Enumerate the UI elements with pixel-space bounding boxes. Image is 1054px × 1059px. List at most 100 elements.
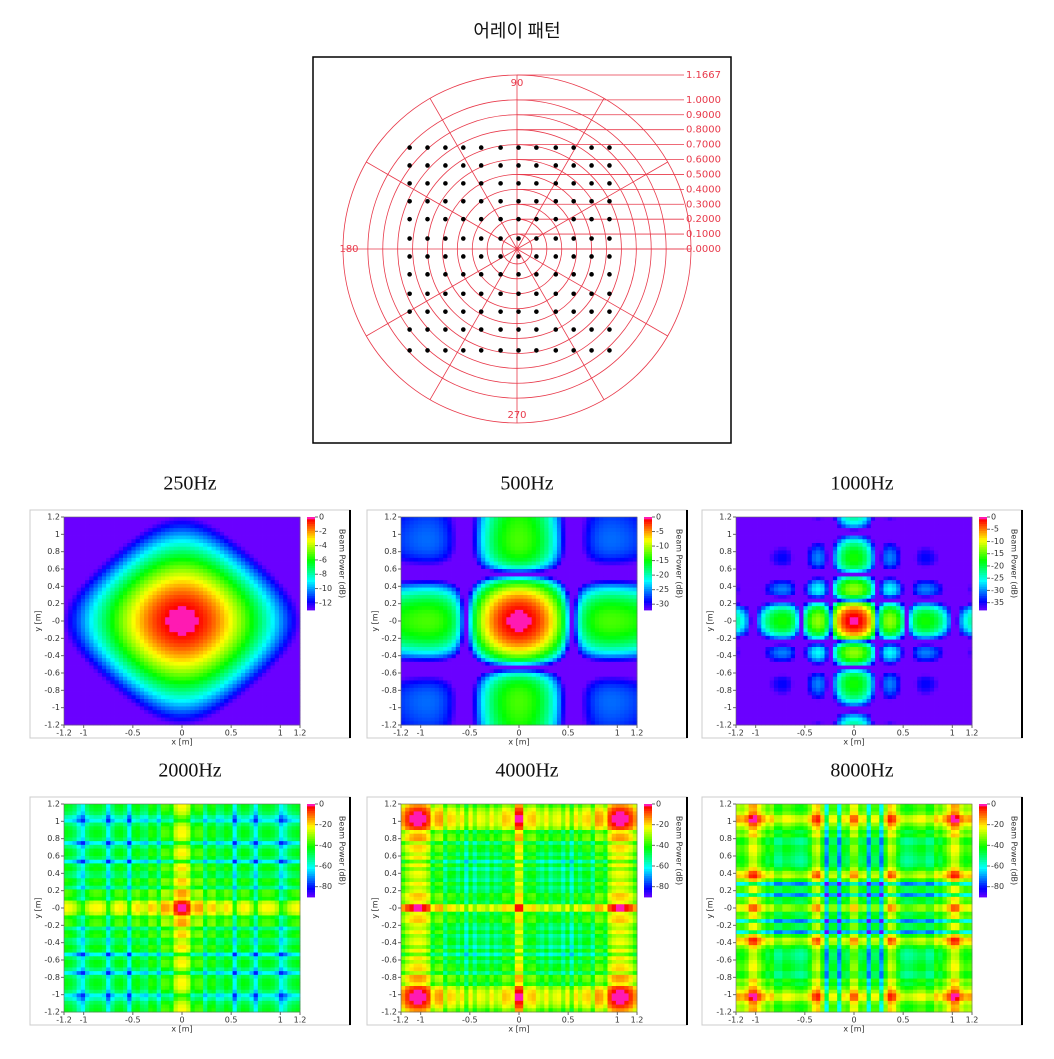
heat-cell [102, 580, 107, 584]
heat-cell [586, 614, 591, 618]
heat-cell [262, 528, 267, 532]
heat-cell [161, 695, 166, 699]
heat-cell [207, 654, 212, 658]
heat-cell [216, 584, 221, 588]
heat-cell [123, 692, 128, 696]
heat-cell [498, 591, 503, 595]
heat-cell [266, 636, 271, 640]
heat-cell [616, 532, 621, 536]
heat-cell [435, 521, 440, 525]
heat-cell [127, 662, 132, 666]
array-point [607, 254, 612, 259]
heat-cell [212, 662, 217, 666]
heat-cell [608, 517, 613, 521]
heat-cell [586, 562, 591, 566]
heat-cell [123, 543, 128, 547]
heat-cell [595, 591, 600, 595]
heat-cell [485, 517, 490, 521]
heat-cell [220, 565, 225, 569]
heat-cell [254, 602, 259, 606]
heat-cell [148, 606, 153, 610]
heat-cell [570, 539, 575, 543]
heat-cell [553, 550, 558, 554]
heat-cell [182, 550, 187, 554]
heat-cell [624, 610, 629, 614]
heat-cell [115, 610, 120, 614]
heat-cell [136, 569, 141, 573]
heat-cell [266, 651, 271, 655]
heat-cell [629, 606, 634, 610]
heat-cell [157, 662, 162, 666]
array-point [479, 217, 484, 222]
heat-cell [258, 688, 263, 692]
heat-cell [165, 647, 170, 651]
colorbar-cell [307, 568, 315, 571]
heat-cell [557, 565, 562, 569]
heat-cell [620, 565, 625, 569]
heat-cell [241, 539, 246, 543]
heat-cell [165, 632, 170, 636]
heat-cell [629, 573, 634, 577]
heat-cell [258, 643, 263, 647]
array-point [479, 145, 484, 150]
heat-cell [182, 584, 187, 588]
heat-cell [511, 602, 516, 606]
heat-cell [233, 528, 238, 532]
heat-cell [565, 595, 570, 599]
heat-cell [544, 558, 549, 562]
heat-cell [258, 654, 263, 658]
heat-cell [106, 710, 111, 714]
heat-cell [287, 640, 292, 644]
heat-cell [123, 684, 128, 688]
heat-cell [532, 550, 537, 554]
heat-cell [64, 532, 69, 536]
heat-cell [241, 558, 246, 562]
heat-cell [123, 573, 128, 577]
heat-cell [540, 528, 545, 532]
heat-cell [431, 606, 436, 610]
heat-cell [64, 669, 69, 673]
heat-cell [629, 569, 634, 573]
heat-cell [102, 680, 107, 684]
heat-cell [536, 543, 541, 547]
heat-cell [140, 710, 145, 714]
heat-cell [245, 640, 250, 644]
heat-cell [68, 532, 73, 536]
heat-cell [102, 536, 107, 540]
heat-cell [266, 632, 271, 636]
heat-cell [178, 662, 183, 666]
heat-cell [77, 550, 82, 554]
heat-cell [591, 569, 596, 573]
heat-cell [279, 547, 284, 551]
heat-cell [115, 602, 120, 606]
heat-cell [216, 554, 221, 558]
heat-cell [557, 547, 562, 551]
heat-cell [595, 595, 600, 599]
heat-cell [169, 666, 174, 670]
heat-cell [157, 565, 162, 569]
heat-cell [169, 576, 174, 580]
heat-cell [485, 528, 490, 532]
heat-cell [249, 543, 254, 547]
heat-cell [599, 606, 604, 610]
heat-cell [136, 532, 141, 536]
heat-cell [72, 599, 77, 603]
heat-cell [271, 536, 276, 540]
heat-cell [123, 632, 128, 636]
heat-cell [220, 621, 225, 625]
array-point [589, 309, 594, 314]
heat-cell [178, 692, 183, 696]
heat-cell [144, 625, 149, 629]
heat-cell [254, 595, 259, 599]
colorbar-tick-label: -12 [319, 598, 332, 607]
heat-cell [169, 584, 174, 588]
heat-cell [426, 547, 431, 551]
heat-cell [178, 547, 183, 551]
heat-cell [89, 573, 94, 577]
heat-cell [620, 591, 625, 595]
heat-cell [220, 643, 225, 647]
heat-cell [131, 718, 136, 722]
heat-cell [540, 558, 545, 562]
heat-cell [620, 562, 625, 566]
heat-cell [89, 684, 94, 688]
